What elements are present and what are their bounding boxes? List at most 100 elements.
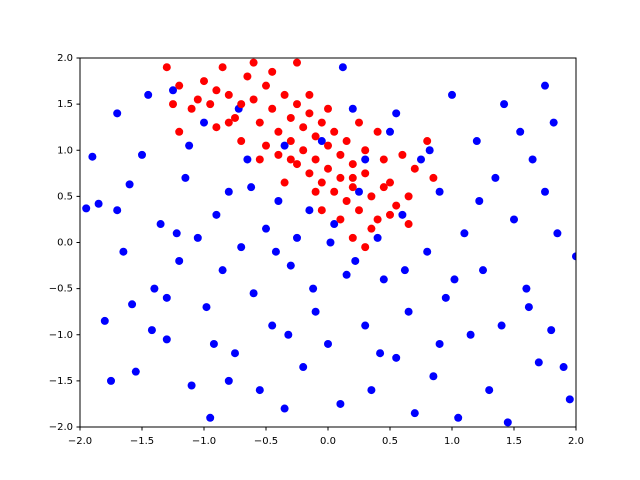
point	[324, 339, 332, 348]
point	[460, 229, 469, 238]
point	[565, 395, 574, 404]
point	[361, 146, 370, 155]
point	[187, 381, 196, 390]
point	[100, 316, 109, 325]
x-tick-label: −2.0	[68, 436, 92, 447]
point	[200, 77, 208, 86]
point	[435, 339, 444, 348]
point	[553, 229, 562, 238]
point	[348, 173, 357, 182]
point	[311, 155, 320, 164]
point	[386, 210, 394, 219]
point	[317, 206, 326, 215]
point	[386, 127, 394, 136]
point	[355, 118, 363, 127]
point	[429, 372, 438, 381]
point	[293, 233, 301, 242]
point	[559, 363, 568, 372]
point	[491, 173, 500, 182]
x-tick-label: −1.5	[130, 436, 154, 447]
point	[404, 307, 413, 316]
point	[237, 243, 246, 252]
point	[373, 127, 382, 136]
point	[280, 141, 289, 150]
point	[299, 363, 308, 372]
point	[113, 206, 122, 215]
point	[398, 210, 407, 219]
point	[224, 90, 233, 99]
point	[392, 201, 401, 210]
point	[175, 127, 184, 136]
x-tick-label: 0.5	[382, 436, 398, 447]
plot-area	[82, 58, 576, 427]
point	[326, 238, 335, 247]
point	[373, 215, 382, 224]
y-tick-label: 1.5	[57, 99, 73, 110]
point	[361, 169, 370, 178]
point	[472, 137, 481, 146]
point	[169, 86, 177, 95]
point	[386, 178, 394, 187]
point	[342, 137, 351, 146]
point	[441, 293, 450, 302]
point	[249, 289, 258, 298]
point	[336, 215, 345, 224]
point	[541, 187, 549, 196]
point	[280, 178, 289, 187]
point	[280, 404, 289, 413]
point	[119, 247, 128, 256]
point	[128, 300, 137, 309]
point	[336, 173, 345, 182]
point	[410, 164, 419, 173]
point	[147, 326, 156, 335]
point	[547, 326, 556, 335]
point	[417, 155, 425, 164]
point	[485, 386, 494, 395]
point	[361, 321, 370, 330]
point	[200, 118, 208, 127]
point	[88, 152, 97, 161]
point	[212, 86, 221, 95]
point	[299, 123, 308, 132]
point	[162, 293, 171, 302]
point	[342, 196, 351, 205]
point	[107, 376, 115, 385]
point	[429, 173, 438, 182]
x-tick-label: 2.0	[568, 436, 584, 447]
point	[309, 284, 318, 293]
point	[510, 215, 518, 224]
point	[404, 192, 413, 201]
point	[317, 118, 326, 127]
point	[311, 307, 320, 316]
point	[293, 58, 301, 67]
point	[448, 90, 456, 99]
point	[305, 109, 314, 118]
point	[293, 160, 301, 169]
point	[286, 261, 295, 270]
point	[299, 146, 308, 155]
point	[479, 266, 487, 275]
point	[209, 339, 218, 348]
point	[454, 413, 463, 422]
point	[144, 90, 153, 99]
point	[218, 63, 227, 72]
point	[231, 349, 239, 358]
point	[450, 275, 459, 284]
y-tick-label: −0.5	[49, 284, 73, 295]
y-tick-label: −2.0	[49, 422, 73, 433]
point	[534, 358, 543, 367]
point	[243, 72, 252, 81]
point	[237, 100, 246, 109]
point	[212, 210, 221, 219]
point	[423, 247, 432, 256]
point	[271, 247, 280, 256]
point	[202, 303, 211, 312]
point	[379, 275, 388, 284]
point	[541, 81, 549, 90]
point	[305, 169, 314, 178]
point	[94, 199, 103, 208]
point	[243, 155, 252, 164]
point	[247, 183, 256, 192]
point	[503, 418, 512, 427]
point	[392, 353, 401, 362]
